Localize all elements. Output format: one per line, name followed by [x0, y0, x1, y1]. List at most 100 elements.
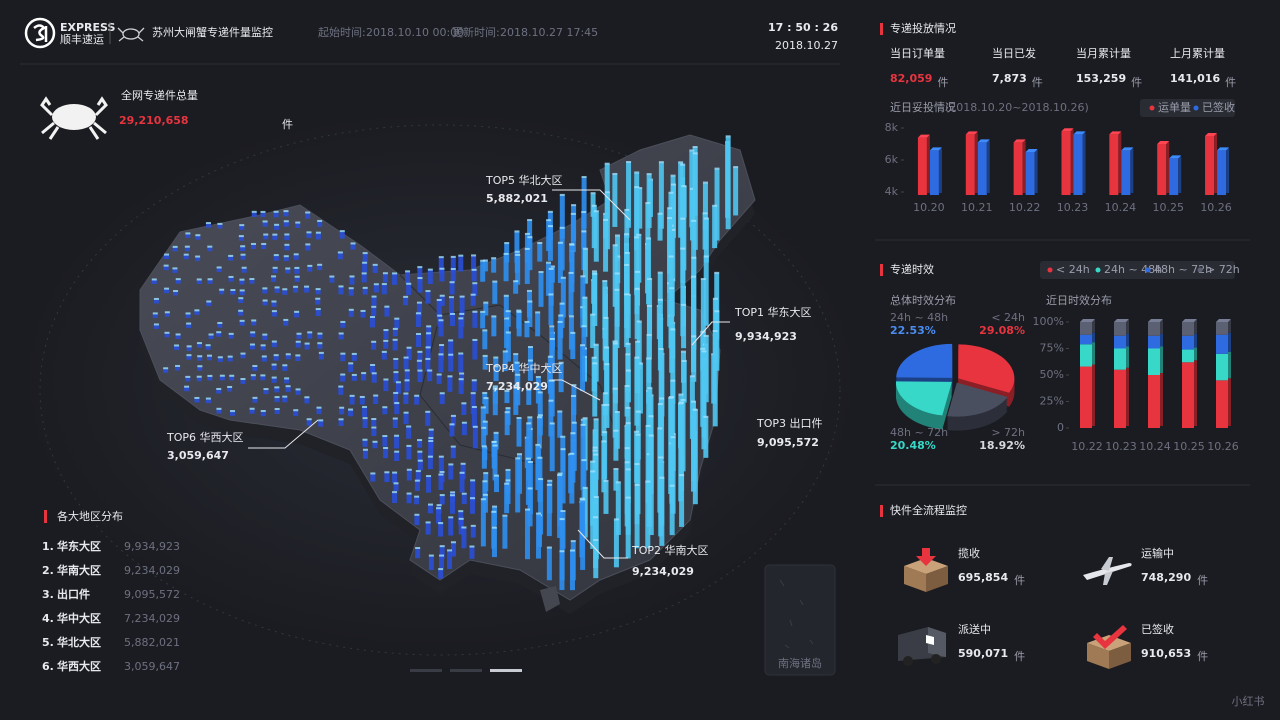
map-bar-top — [492, 444, 498, 447]
map-bar-top — [392, 491, 398, 494]
map-bar-top — [439, 294, 445, 297]
map-bar-top — [549, 379, 555, 382]
pager-dot-active[interactable] — [490, 669, 522, 672]
pie-value-label: 29.08% — [979, 324, 1025, 337]
map-bar-top — [645, 424, 651, 427]
map-bar-top — [195, 234, 201, 237]
map-bar-top — [427, 455, 433, 458]
map-bar — [658, 349, 664, 428]
pager-dot[interactable] — [450, 669, 482, 672]
map-bar — [272, 268, 278, 274]
map-bar-top — [381, 283, 387, 286]
map-bar — [261, 356, 267, 362]
map-bar — [702, 183, 708, 230]
map-bar — [481, 446, 487, 469]
map-bar — [274, 225, 280, 230]
callout-line — [577, 529, 628, 559]
map-bar — [483, 398, 489, 414]
bar-segment — [1182, 362, 1194, 428]
map-bar-top — [315, 288, 321, 291]
map-bar — [538, 479, 544, 535]
map-bar — [338, 387, 344, 395]
map-bar-top — [634, 430, 640, 433]
pie-slice — [958, 344, 1015, 393]
map-bar-top — [304, 285, 310, 288]
map-bar-top — [482, 420, 488, 423]
map-bar — [362, 288, 368, 295]
map-bar-top — [406, 444, 412, 447]
map-bar — [438, 257, 444, 274]
stat-label: 当月累计量 — [1076, 46, 1131, 60]
flow-unit: 件 — [1014, 574, 1025, 587]
map-bar — [580, 425, 586, 491]
bar-side — [1160, 320, 1163, 334]
map-bar — [439, 546, 445, 559]
y-tick-label: 4k — [885, 185, 899, 198]
map-bar-top — [271, 363, 277, 366]
map-bar-top — [614, 272, 620, 275]
map-bar — [527, 488, 533, 527]
stat-value: 82,059 — [890, 72, 932, 85]
pager-dot[interactable] — [410, 669, 442, 672]
callout-label: TOP1 华东大区 — [734, 305, 812, 319]
flow-unit: 件 — [1197, 650, 1208, 663]
map-bar-top — [636, 320, 642, 323]
x-tick-label: 10.21 — [961, 201, 993, 214]
map-bar — [634, 237, 640, 295]
bar-cap — [1121, 147, 1134, 151]
date: 2018.10.27 — [775, 39, 838, 52]
map-bar — [393, 483, 399, 492]
icon-pickup — [904, 548, 948, 592]
bar-side — [1228, 332, 1231, 352]
map-bar-top — [417, 277, 423, 280]
map-bar-top — [571, 384, 577, 387]
map-bar — [436, 300, 442, 318]
map-bar — [425, 347, 431, 361]
map-bar — [196, 279, 202, 285]
map-bar — [260, 212, 266, 218]
map-bar-top — [657, 298, 663, 301]
map-bar — [305, 212, 311, 219]
map-bar-top — [285, 267, 291, 270]
map-bar-top — [482, 391, 488, 394]
map-bar — [228, 334, 234, 339]
map-bar — [373, 284, 379, 293]
map-bar — [492, 389, 498, 416]
map-bar — [351, 375, 357, 381]
bar — [1025, 152, 1035, 195]
map-bar-top — [689, 375, 695, 378]
map-bar — [338, 419, 344, 426]
map-bar-top — [612, 340, 618, 343]
map-bar-top — [678, 402, 684, 405]
map-bar — [648, 436, 654, 536]
map-bar-top — [360, 309, 366, 312]
map-bar-top — [415, 547, 421, 550]
map-bar — [569, 245, 575, 293]
bar-side — [1228, 351, 1231, 379]
legend-label: 48h ~ 72h — [1154, 263, 1212, 276]
map-bar-top — [547, 210, 553, 213]
map-bar — [593, 540, 599, 579]
map-bar — [263, 235, 269, 240]
map-bar-top — [427, 503, 433, 506]
map-bar-top — [647, 278, 653, 281]
map-bar-top — [260, 210, 266, 213]
map-bar-top — [681, 359, 687, 362]
map-bar-top — [449, 281, 455, 284]
map-bar-top — [293, 285, 299, 288]
map-bar — [516, 312, 522, 337]
map-bar — [559, 519, 565, 581]
map-bar-top — [316, 406, 322, 409]
map-bar-top — [615, 481, 621, 484]
region-rank: 3. — [42, 588, 54, 601]
map-bar — [427, 457, 433, 470]
pie-category: < 24h — [991, 311, 1025, 324]
map-bar — [394, 452, 400, 461]
map-bar-top — [549, 422, 555, 425]
map-bar — [526, 423, 532, 481]
bar-side — [1228, 320, 1231, 333]
x-tick-label: 10.20 — [913, 201, 945, 214]
map-bar-top — [403, 295, 409, 298]
map-bar — [436, 508, 442, 524]
map-bar-top — [450, 255, 456, 258]
